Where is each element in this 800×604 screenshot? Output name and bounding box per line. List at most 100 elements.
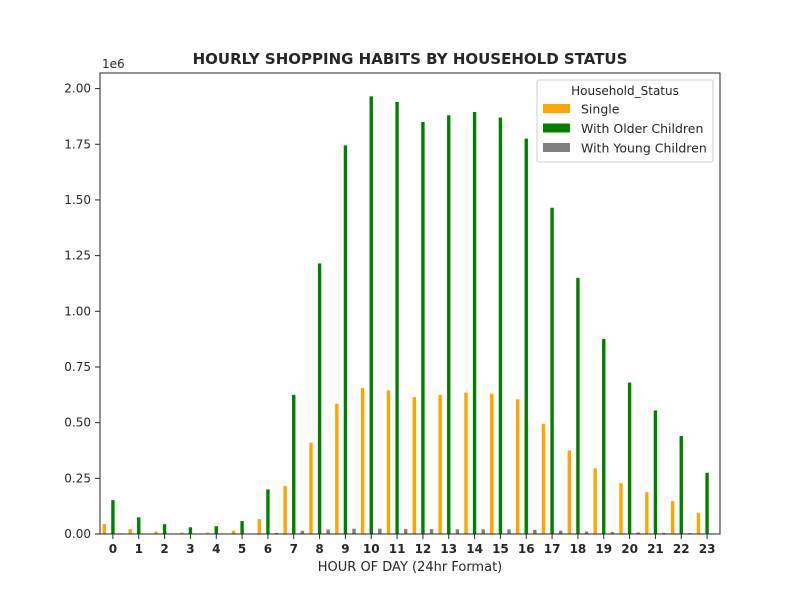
x-tick-label: 2: [160, 542, 168, 556]
bar-with-older-children-23: [705, 473, 708, 534]
y-tick-label: 1.00: [64, 304, 91, 318]
x-tick-label: 18: [570, 542, 587, 556]
bar-with-young-children-10: [378, 529, 381, 534]
x-tick-label: 9: [341, 542, 349, 556]
x-tick-label: 15: [492, 542, 509, 556]
x-tick-label: 8: [315, 542, 323, 556]
bar-single-21: [645, 492, 648, 534]
bar-with-young-children-8: [326, 530, 329, 534]
bar-with-older-children-4: [215, 526, 218, 534]
bar-with-young-children-14: [481, 529, 484, 534]
y-axis-offset-label: 1e6: [102, 57, 125, 71]
x-tick-label: 20: [621, 542, 638, 556]
bar-with-older-children-8: [318, 263, 321, 534]
bar-single-5: [232, 531, 235, 534]
y-tick-label: 1.25: [64, 249, 91, 263]
bar-with-older-children-13: [447, 115, 450, 534]
bar-single-19: [593, 468, 596, 534]
y-tick-label: 0.75: [64, 360, 91, 374]
bar-with-older-children-7: [292, 395, 295, 534]
bar-with-older-children-6: [266, 489, 269, 534]
legend-swatch-single: [543, 104, 570, 113]
bar-with-older-children-15: [499, 118, 502, 534]
bar-with-young-children-12: [430, 529, 433, 534]
y-tick-label: 0.25: [64, 471, 91, 485]
x-tick-label: 7: [290, 542, 298, 556]
bar-single-12: [413, 397, 416, 534]
bar-with-older-children-20: [628, 383, 631, 534]
bar-with-young-children-11: [404, 529, 407, 534]
x-tick-label: 21: [647, 542, 664, 556]
x-tick-label: 1: [135, 542, 143, 556]
bar-single-17: [542, 424, 545, 534]
bar-with-older-children-17: [550, 208, 553, 534]
bar-with-older-children-5: [240, 521, 243, 534]
bar-with-young-children-16: [533, 530, 536, 534]
bar-with-older-children-11: [395, 102, 398, 534]
x-tick-label: 6: [264, 542, 272, 556]
x-tick-label: 23: [699, 542, 716, 556]
bar-with-older-children-0: [111, 500, 114, 534]
x-tick-label: 5: [238, 542, 246, 556]
bar-with-older-children-10: [370, 96, 373, 534]
bar-with-older-children-2: [163, 524, 166, 534]
bar-with-older-children-14: [473, 112, 476, 534]
legend-swatch-with-older-children: [543, 124, 570, 133]
bar-single-13: [438, 395, 441, 534]
bar-single-16: [516, 399, 519, 534]
bar-with-older-children-12: [421, 122, 424, 534]
y-tick-label: 0.50: [64, 416, 91, 430]
x-tick-label: 13: [440, 542, 457, 556]
x-tick-label: 22: [673, 542, 690, 556]
x-tick-label: 10: [363, 542, 380, 556]
y-tick-label: 1.75: [64, 137, 91, 151]
legend: Household_Status Single With Older Childr…: [537, 80, 713, 162]
x-tick-label: 12: [415, 542, 432, 556]
x-tick-label: 4: [212, 542, 220, 556]
bar-with-older-children-21: [654, 410, 657, 534]
chart-title: HOURLY SHOPPING HABITS BY HOUSEHOLD STAT…: [193, 50, 628, 68]
bar-with-young-children-15: [507, 529, 510, 534]
bar-with-older-children-18: [576, 278, 579, 534]
bar-single-15: [490, 394, 493, 534]
bar-with-young-children-13: [456, 529, 459, 534]
bar-single-6: [258, 519, 261, 534]
bar-single-0: [103, 524, 106, 534]
bar-single-7: [283, 486, 286, 534]
bar-with-older-children-9: [344, 145, 347, 534]
y-tick-label: 0.00: [64, 527, 91, 541]
bar-with-older-children-16: [525, 139, 528, 534]
legend-label-with-young-children: With Young Children: [581, 141, 707, 156]
bar-single-14: [464, 393, 467, 534]
legend-title: Household_Status: [571, 84, 679, 98]
x-tick-label: 3: [186, 542, 194, 556]
bar-with-young-children-17: [559, 531, 562, 534]
x-tick-label: 14: [466, 542, 483, 556]
bar-single-8: [309, 443, 312, 534]
bar-single-11: [387, 390, 390, 534]
bar-single-18: [568, 450, 571, 534]
legend-swatch-with-young-children: [543, 143, 570, 152]
bar-with-young-children-9: [352, 529, 355, 534]
bar-single-9: [335, 404, 338, 534]
x-tick-label: 0: [109, 542, 117, 556]
x-tick-label: 17: [544, 542, 561, 556]
legend-label-single: Single: [581, 102, 620, 117]
x-axis-label: HOUR OF DAY (24hr Format): [318, 560, 502, 575]
bar-single-23: [697, 513, 700, 534]
legend-label-with-older-children: With Older Children: [581, 121, 703, 136]
y-tick-label: 2.00: [64, 82, 91, 96]
y-tick-label: 1.50: [64, 193, 91, 207]
x-tick-label: 19: [595, 542, 612, 556]
bar-with-older-children-19: [602, 339, 605, 534]
bar-with-older-children-1: [137, 517, 140, 534]
bar-single-20: [619, 483, 622, 534]
x-tick-label: 11: [389, 542, 406, 556]
x-tick-label: 16: [518, 542, 535, 556]
bar-with-older-children-22: [680, 436, 683, 534]
bar-with-older-children-3: [189, 527, 192, 534]
bar-single-1: [128, 529, 131, 534]
bar-single-22: [671, 501, 674, 534]
